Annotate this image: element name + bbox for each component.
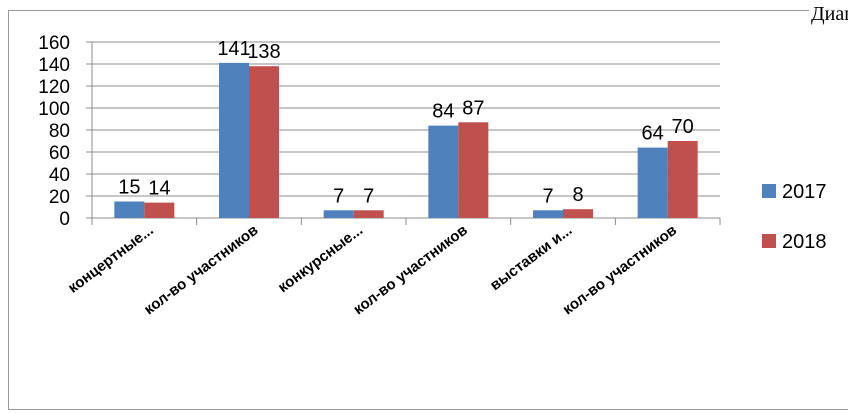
y-tick-label: 60: [49, 143, 70, 164]
bar-2017: [637, 147, 668, 218]
bar-2018: [563, 209, 593, 218]
y-tick-label: 0: [59, 209, 70, 230]
y-tick-label: 20: [49, 187, 70, 208]
category-label: кол-во участников: [141, 222, 261, 319]
data-label: 70: [672, 116, 694, 138]
bar-2018: [249, 66, 279, 218]
legend-label-2018: 2018: [782, 231, 827, 253]
y-tick-label: 160: [38, 33, 70, 54]
data-label: 138: [247, 41, 280, 63]
data-label: 7: [333, 185, 344, 207]
data-label: 14: [148, 178, 170, 200]
y-tick-label: 80: [49, 121, 70, 142]
bar-2017: [114, 201, 145, 218]
legend-swatch-2018: [762, 234, 776, 248]
y-tick-label: 40: [49, 165, 70, 186]
category-label: кол-во участников: [350, 222, 470, 319]
bar-2018: [458, 122, 489, 218]
category-label: кол-во участников: [560, 222, 680, 319]
data-label: 141: [217, 38, 250, 60]
y-tick-label: 120: [38, 77, 70, 98]
bar-2017: [533, 210, 563, 218]
category-label: конкурсные...: [275, 222, 366, 297]
y-tick-label: 140: [38, 55, 70, 76]
data-label: 64: [642, 123, 664, 145]
bar-2017: [219, 62, 249, 219]
page-title: Диаг: [809, 3, 848, 26]
bar-2018: [353, 210, 384, 218]
legend-swatch-2017: [762, 184, 776, 198]
bar-2017: [323, 210, 354, 218]
bar-2018: [144, 202, 175, 218]
legend-label-2017: 2017: [782, 181, 827, 203]
data-label: 7: [542, 185, 553, 207]
chart-frame: Диаг: [8, 3, 848, 410]
category-label: концертные...: [65, 222, 157, 297]
data-label: 7: [363, 185, 374, 207]
bar-2018: [667, 141, 698, 218]
data-label: 84: [432, 101, 454, 123]
bar-2017: [428, 125, 459, 218]
data-label: 8: [572, 184, 583, 206]
y-tick-label: 100: [38, 99, 70, 120]
category-label: выставки и...: [487, 222, 575, 294]
data-label: 15: [118, 177, 140, 199]
data-label: 87: [462, 97, 484, 119]
